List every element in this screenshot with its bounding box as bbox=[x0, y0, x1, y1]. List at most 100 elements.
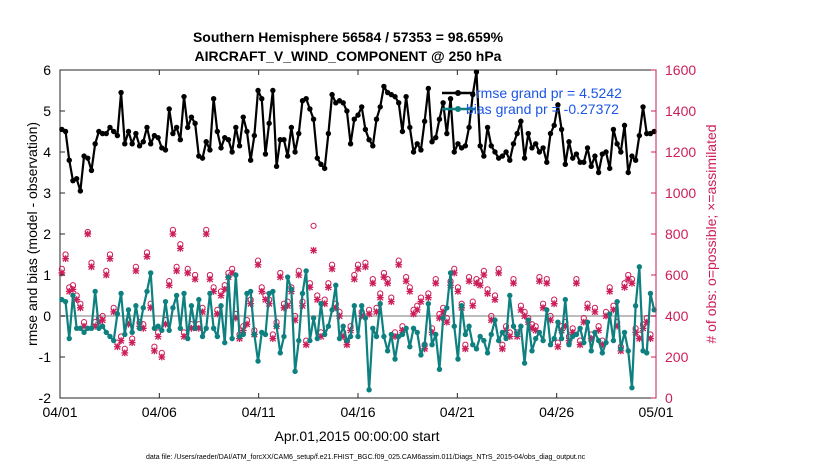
bias-marker bbox=[188, 303, 195, 309]
bias-marker bbox=[77, 325, 84, 331]
rmse-marker bbox=[621, 122, 628, 129]
rmse-marker bbox=[288, 124, 295, 131]
obs-assimilated-marker bbox=[635, 335, 643, 342]
bias-marker bbox=[495, 337, 502, 344]
rmse-marker bbox=[473, 69, 480, 75]
bias-marker bbox=[99, 323, 106, 329]
rmse-marker bbox=[199, 155, 206, 161]
bias-marker bbox=[466, 323, 472, 329]
bias-marker bbox=[125, 307, 132, 313]
bias-marker bbox=[462, 331, 469, 338]
obs-assimilated-marker bbox=[350, 275, 358, 283]
y2-tick-label: 600 bbox=[665, 267, 689, 283]
bias-marker bbox=[607, 311, 613, 317]
obs-assimilated-marker bbox=[125, 320, 132, 328]
obs-assimilated-marker bbox=[539, 304, 547, 312]
rmse-marker bbox=[133, 130, 139, 137]
y-tick-label: 6 bbox=[43, 62, 51, 78]
obs-assimilated-marker bbox=[195, 324, 203, 332]
rmse-marker bbox=[225, 137, 232, 143]
rmse-marker bbox=[321, 165, 328, 172]
rmse-marker bbox=[77, 188, 84, 194]
bias-marker bbox=[277, 350, 283, 356]
obs-assimilated-marker bbox=[280, 304, 288, 312]
bias-marker bbox=[288, 286, 295, 293]
obs-assimilated-marker bbox=[80, 322, 88, 330]
obs-assimilated-marker bbox=[165, 281, 173, 289]
bias-marker bbox=[614, 298, 620, 305]
rmse-marker bbox=[525, 130, 531, 137]
bias-marker bbox=[251, 331, 258, 338]
rmse-marker bbox=[373, 116, 380, 122]
rmse-marker bbox=[547, 130, 554, 137]
rmse-marker bbox=[144, 124, 150, 131]
bias-marker bbox=[133, 303, 139, 309]
rmse-marker bbox=[640, 104, 646, 110]
rmse-marker bbox=[203, 139, 209, 145]
plot-frame bbox=[59, 69, 657, 399]
bias-marker bbox=[210, 325, 217, 331]
obs-assimilated-marker bbox=[380, 273, 388, 281]
obs-assimilated-marker bbox=[432, 279, 440, 287]
obs-assimilated-marker bbox=[417, 298, 425, 306]
bias-marker bbox=[344, 337, 350, 344]
rmse-marker bbox=[329, 91, 335, 98]
obs-assimilated-marker bbox=[399, 326, 406, 334]
x-tick-label: 04/06 bbox=[142, 404, 177, 420]
rmse-marker bbox=[62, 128, 69, 135]
rmse-marker bbox=[244, 128, 250, 135]
obs-assimilated-marker bbox=[184, 269, 192, 277]
rmse-marker bbox=[651, 128, 657, 135]
x-tick-label: 04/01 bbox=[42, 404, 77, 420]
legend-bias-text: bias grand pr = -0.27372 bbox=[466, 101, 619, 117]
obs-assimilated-marker bbox=[88, 263, 95, 271]
bias-marker bbox=[629, 385, 635, 391]
bias-marker bbox=[588, 348, 594, 354]
rmse-marker bbox=[414, 141, 420, 147]
bias-marker bbox=[632, 303, 639, 309]
bias-marker bbox=[240, 331, 246, 338]
obs-assimilated-marker bbox=[402, 277, 410, 285]
obs-assimilated-marker bbox=[62, 255, 69, 262]
rmse-marker bbox=[318, 161, 324, 167]
y2-tick-label: 400 bbox=[665, 308, 689, 324]
y-tick-label: 3 bbox=[43, 185, 51, 201]
x-tick-label: 04/21 bbox=[440, 404, 475, 420]
obs-assimilated-marker bbox=[628, 279, 636, 287]
y2-tick-label: 800 bbox=[665, 226, 689, 242]
obs-assimilated-marker bbox=[317, 333, 325, 340]
bias-marker bbox=[603, 339, 609, 346]
obs-assimilated-marker bbox=[332, 304, 340, 312]
obs-assimilated-marker bbox=[262, 296, 269, 303]
obs-assimilated-marker bbox=[413, 306, 421, 314]
bias-marker bbox=[451, 323, 457, 329]
obs-assimilated-marker bbox=[206, 275, 214, 283]
rmse-marker bbox=[259, 96, 265, 102]
obs-assimilated-marker bbox=[647, 335, 654, 342]
bias-marker bbox=[185, 335, 191, 342]
rmse-marker bbox=[433, 134, 439, 141]
obs-assimilated-marker bbox=[506, 333, 514, 340]
bias-marker bbox=[233, 272, 239, 278]
obs-assimilated-marker bbox=[210, 288, 218, 295]
bias-marker bbox=[544, 307, 550, 313]
bias-marker bbox=[262, 331, 269, 338]
bias-marker bbox=[329, 307, 335, 313]
obs-assimilated-marker bbox=[291, 316, 299, 324]
obs-assimilated-marker bbox=[465, 277, 473, 285]
bias-marker bbox=[273, 323, 280, 329]
x-tick-label: 04/16 bbox=[340, 404, 375, 420]
rmse-marker bbox=[518, 118, 524, 124]
obs-assimilated-marker bbox=[613, 322, 621, 330]
bias-marker bbox=[270, 288, 276, 295]
legend-bias-marker bbox=[455, 106, 461, 112]
obs-assimilated-marker bbox=[450, 269, 458, 277]
obs-assimilated-marker bbox=[532, 326, 540, 334]
rmse-marker bbox=[462, 143, 469, 149]
rmse-marker bbox=[207, 147, 213, 153]
y2-axis-label: # of obs: o=possible; ×=assimilated bbox=[703, 124, 719, 343]
bias-marker bbox=[325, 323, 332, 329]
rmse-marker bbox=[510, 141, 517, 147]
bias-marker bbox=[303, 268, 309, 274]
bias-marker bbox=[177, 325, 184, 331]
